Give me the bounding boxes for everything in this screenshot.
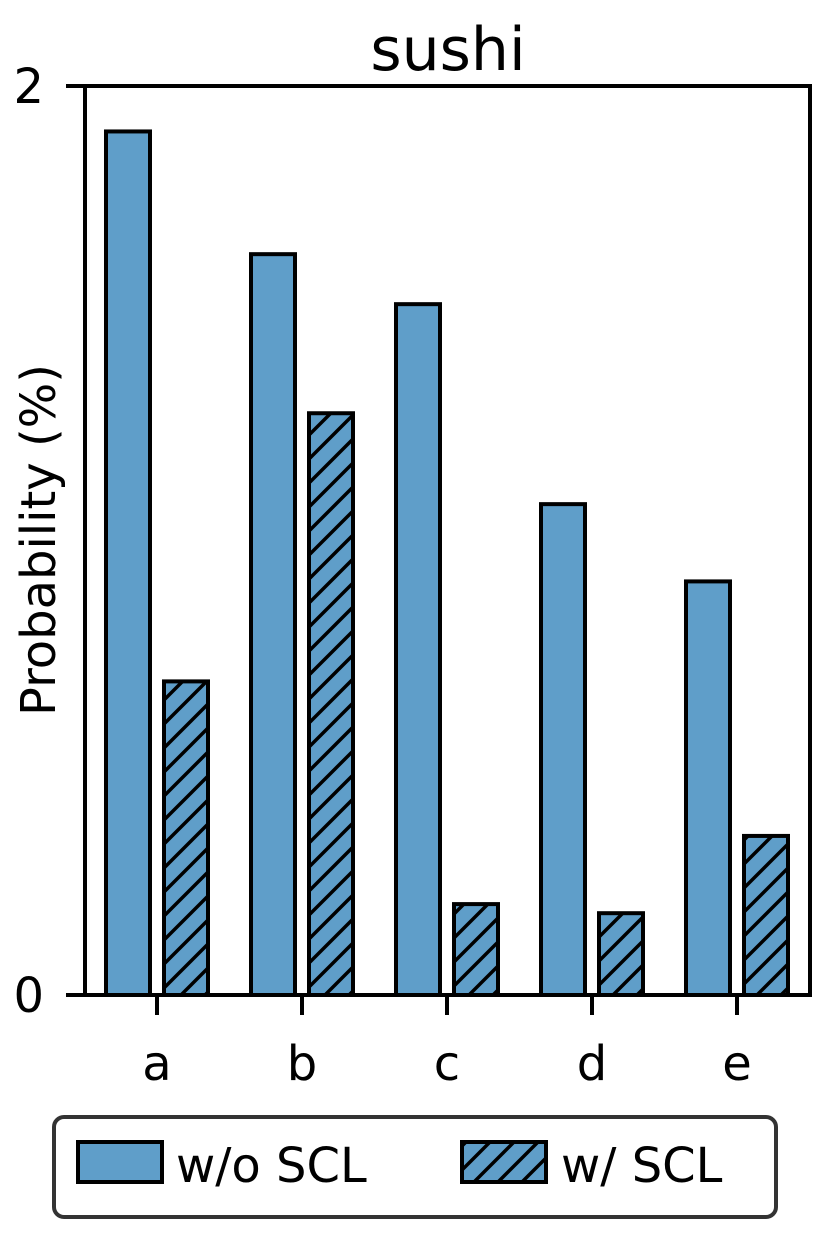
y-ticks-group: 02 xyxy=(13,59,85,1024)
bar-with-scl-c xyxy=(452,902,500,997)
y-tick-label-2: 2 xyxy=(13,59,44,115)
chart-title: sushi xyxy=(370,15,525,85)
bar-with-scl-e xyxy=(742,833,790,997)
legend-box xyxy=(52,1115,778,1219)
bar-without-scl-b xyxy=(249,252,297,998)
bar-without-scl-d xyxy=(539,502,587,997)
bar-without-scl-e xyxy=(684,579,732,998)
y-axis-label: Probability (%) xyxy=(11,364,67,716)
bar-with-scl-a xyxy=(162,679,210,998)
y-tick-label-0: 0 xyxy=(13,968,44,1024)
plot-frame xyxy=(83,84,812,997)
x-tick-label-b: b xyxy=(287,1036,317,1092)
bar-with-scl-d xyxy=(597,911,645,997)
bar-without-scl-c xyxy=(394,302,442,998)
bars-group xyxy=(104,129,790,998)
legend-swatch-without-scl xyxy=(76,1140,164,1184)
x-tick-label-e: e xyxy=(722,1036,752,1092)
bar-without-scl-a xyxy=(104,129,152,997)
x-tick-label-d: d xyxy=(577,1036,607,1092)
x-ticks-group: a b c d e xyxy=(142,995,752,1092)
legend-label-without-scl: w/o SCL xyxy=(176,1138,367,1194)
legend-label-with-scl: w/ SCL xyxy=(561,1138,723,1194)
bar-with-scl-b xyxy=(307,411,355,997)
legend-swatch-with-scl xyxy=(460,1140,548,1184)
x-tick-label-c: c xyxy=(434,1036,460,1092)
x-tick-label-a: a xyxy=(142,1036,171,1092)
legend: w/o SCL w/ SCL xyxy=(52,1115,778,1219)
